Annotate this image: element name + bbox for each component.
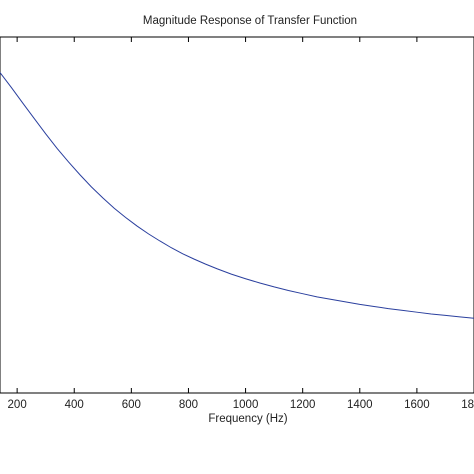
x-tick-label: 600: [122, 399, 141, 411]
series-group: [0, 72, 474, 319]
x-tick-label: 1400: [347, 399, 373, 411]
x-tick-label: 1200: [290, 399, 316, 411]
x-tick-label: 1600: [404, 399, 430, 411]
x-tick-label: 1000: [233, 399, 259, 411]
x-axis-label: Frequency (Hz): [208, 413, 287, 425]
x-tick-label: 200: [8, 399, 27, 411]
x-tick-label: 800: [179, 399, 198, 411]
chart-title: Magnitude Response of Transfer Function: [143, 15, 357, 27]
x-axis-ticks: 200 400 600 800 1000 1200 1400 1600 1800: [8, 37, 474, 411]
x-tick-label: 1800: [461, 399, 474, 411]
plot-frame: [0, 36, 474, 394]
x-tick-label: 400: [65, 399, 84, 411]
series-line-0: [0, 72, 474, 319]
